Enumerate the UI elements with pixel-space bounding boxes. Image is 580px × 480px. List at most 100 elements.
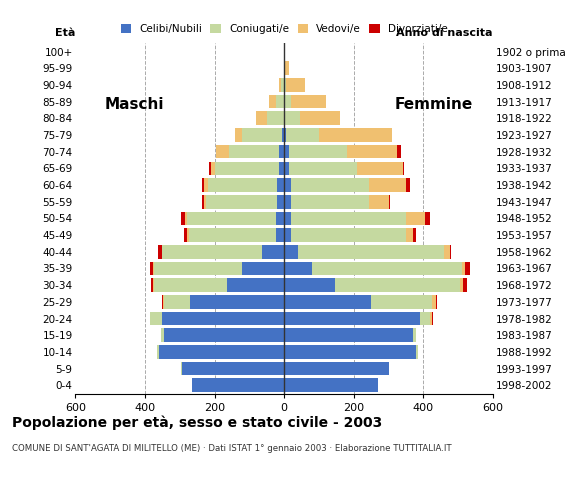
Bar — [187, 212, 276, 225]
Bar — [369, 178, 406, 192]
Bar — [406, 178, 410, 192]
Bar — [184, 228, 187, 242]
Bar — [181, 212, 185, 225]
Bar — [162, 312, 284, 325]
Bar — [291, 228, 406, 242]
Bar — [406, 228, 413, 242]
Bar — [159, 345, 284, 359]
Bar — [215, 161, 279, 175]
Bar — [430, 312, 432, 325]
Bar — [319, 128, 392, 142]
Bar — [284, 245, 298, 259]
Bar — [413, 328, 416, 342]
Bar — [202, 195, 204, 208]
Legend: Celibi/Nubili, Coniugati/e, Vedovi/e, Divorziati/e: Celibi/Nubili, Coniugati/e, Vedovi/e, Di… — [121, 24, 448, 34]
Bar — [281, 78, 284, 92]
Text: Età: Età — [55, 28, 75, 38]
Bar — [425, 212, 430, 225]
Bar — [312, 262, 462, 276]
Bar — [300, 111, 340, 125]
Bar — [286, 128, 319, 142]
Bar — [432, 295, 436, 309]
Bar — [416, 345, 418, 359]
Bar — [204, 178, 208, 192]
Bar — [406, 212, 425, 225]
Bar — [284, 362, 389, 375]
Bar — [282, 128, 284, 142]
Bar — [151, 278, 153, 292]
Bar — [262, 245, 284, 259]
Bar — [269, 95, 276, 108]
Bar — [227, 278, 284, 292]
Bar — [164, 328, 284, 342]
Bar — [432, 312, 433, 325]
Bar — [389, 195, 390, 208]
Bar — [158, 245, 162, 259]
Bar — [153, 262, 154, 276]
Bar — [284, 161, 289, 175]
Bar — [204, 195, 206, 208]
Bar — [284, 61, 289, 75]
Bar — [276, 212, 284, 225]
Bar — [150, 262, 153, 276]
Bar — [154, 278, 227, 292]
Bar — [291, 212, 406, 225]
Bar — [277, 178, 284, 192]
Bar — [206, 195, 277, 208]
Bar — [286, 78, 305, 92]
Bar — [181, 362, 182, 375]
Bar — [357, 161, 403, 175]
Bar — [188, 228, 276, 242]
Bar — [291, 178, 369, 192]
Bar — [284, 111, 300, 125]
Text: Femmine: Femmine — [395, 97, 473, 112]
Bar — [436, 295, 437, 309]
Bar — [267, 111, 284, 125]
Bar — [450, 245, 451, 259]
Bar — [371, 295, 432, 309]
Bar — [235, 128, 242, 142]
Bar — [289, 161, 357, 175]
Bar — [284, 212, 291, 225]
Bar — [444, 245, 450, 259]
Bar — [347, 145, 397, 158]
Bar — [284, 295, 371, 309]
Text: COMUNE DI SANT'AGATA DI MILITELLO (ME) · Dati ISTAT 1° gennaio 2003 · Elaborazio: COMUNE DI SANT'AGATA DI MILITELLO (ME) ·… — [12, 444, 451, 453]
Bar — [154, 262, 242, 276]
Bar — [284, 178, 291, 192]
Text: Anno di nascita: Anno di nascita — [397, 28, 493, 38]
Bar — [211, 161, 215, 175]
Bar — [284, 78, 286, 92]
Bar — [276, 95, 284, 108]
Bar — [403, 161, 404, 175]
Bar — [279, 78, 281, 92]
Bar — [162, 245, 262, 259]
Bar — [279, 161, 284, 175]
Bar — [289, 145, 347, 158]
Bar — [298, 245, 444, 259]
Bar — [150, 312, 162, 325]
Bar — [284, 262, 312, 276]
Bar — [242, 262, 284, 276]
Bar — [153, 278, 154, 292]
Bar — [162, 295, 164, 309]
Bar — [276, 228, 284, 242]
Bar — [284, 195, 291, 208]
Bar — [164, 295, 190, 309]
Bar — [277, 195, 284, 208]
Bar — [397, 145, 401, 158]
Bar — [161, 328, 164, 342]
Bar — [256, 111, 267, 125]
Bar — [284, 145, 289, 158]
Bar — [284, 345, 416, 359]
Bar — [157, 345, 159, 359]
Bar — [335, 278, 460, 292]
Bar — [284, 95, 291, 108]
Bar — [369, 195, 389, 208]
Bar — [420, 312, 430, 325]
Bar — [284, 278, 335, 292]
Bar — [284, 312, 420, 325]
Bar — [413, 228, 416, 242]
Bar — [463, 278, 467, 292]
Bar — [284, 328, 413, 342]
